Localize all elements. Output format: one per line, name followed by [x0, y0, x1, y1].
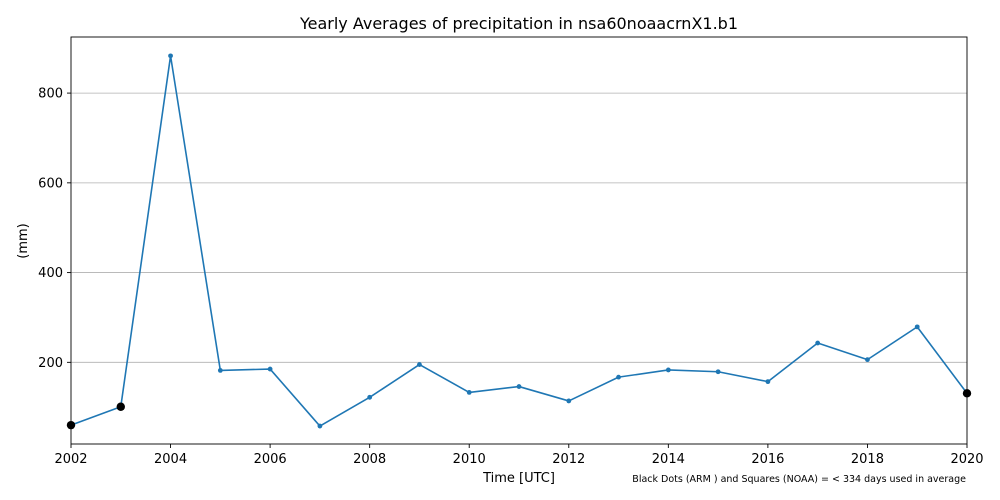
data-point	[715, 369, 721, 375]
data-point	[168, 53, 173, 59]
x-tick-label: 2020	[950, 452, 983, 467]
data-point	[317, 423, 323, 429]
data-point	[516, 384, 522, 389]
axes: 2002 2004 2006 2008 2010 2012 2014 2016 2018 2020…	[38, 36, 984, 467]
data-point	[267, 366, 273, 372]
y-tick-label: 200	[38, 356, 63, 371]
plot-frame	[70, 36, 968, 445]
x-tick-label: 2006	[254, 452, 287, 467]
x-tick-label: 2016	[751, 452, 784, 467]
data-point	[566, 398, 572, 404]
x-tick-label: 2004	[154, 452, 187, 467]
flagged-point	[116, 402, 125, 411]
x-tick-label: 2014	[652, 452, 685, 467]
chart-title: Yearly Averages of precipitation in nsa6…	[299, 14, 738, 33]
data-point	[466, 389, 472, 395]
footnote: Black Dots (ARM ) and Squares (NOAA) = <…	[632, 474, 966, 485]
data-point	[865, 357, 870, 363]
y-tick-label: 800	[38, 87, 63, 102]
data-point	[616, 374, 621, 380]
data-point	[665, 367, 671, 373]
x-tick-label: 2008	[353, 452, 386, 467]
x-axis-label: Time [UTC]	[482, 471, 555, 486]
data-point	[765, 379, 771, 385]
data-point	[367, 394, 373, 400]
y-tick-label: 400	[38, 266, 63, 281]
x-tick-label: 2010	[453, 452, 486, 467]
x-tick-label: 2018	[851, 452, 884, 467]
data-point	[815, 340, 821, 346]
grid-lines	[71, 92, 967, 363]
x-tick-label: 2012	[552, 452, 585, 467]
y-tick-label: 600	[38, 176, 63, 191]
data-point	[217, 368, 223, 373]
data-point	[417, 362, 422, 367]
y-axis-label: (mm)	[16, 223, 31, 258]
x-tick-label: 2002	[54, 452, 87, 467]
data-point	[914, 324, 920, 330]
